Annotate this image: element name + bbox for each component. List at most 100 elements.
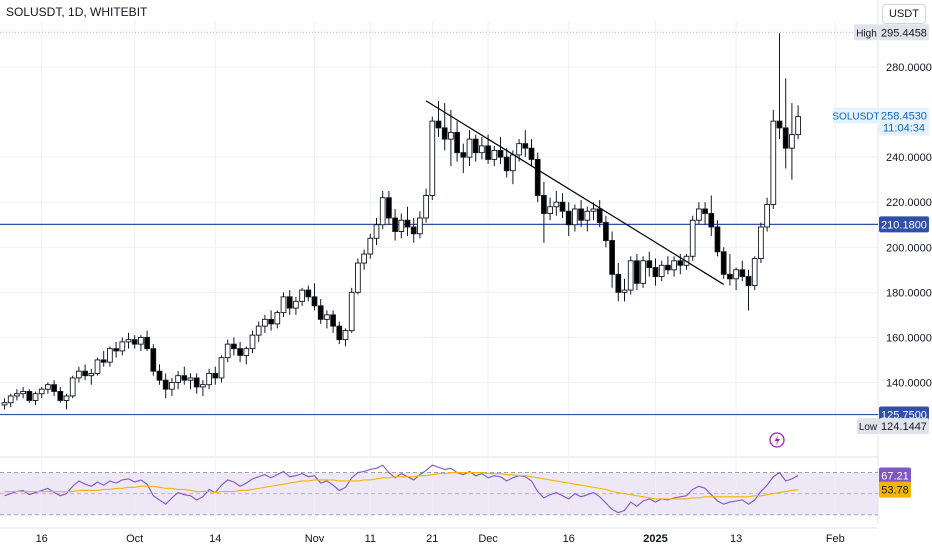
candle-body [466, 138, 473, 158]
candle-body [280, 296, 287, 314]
y-tick-label: 160.0000 [886, 332, 932, 344]
candle-body [764, 204, 770, 228]
y-axis: 140.0000 160.0000 180.0000 200.0000 220.0000… [886, 62, 932, 389]
candle-body [696, 208, 702, 221]
candle-body [782, 127, 789, 149]
candle-body [479, 145, 485, 154]
currency-button[interactable]: USDT [882, 4, 926, 24]
rsi-pane [0, 464, 878, 516]
x-tick-label: Feb [826, 533, 845, 545]
candle-body [20, 391, 26, 395]
candle-body [795, 116, 801, 136]
x-tick-label: 14 [209, 533, 221, 545]
candle-body [1, 402, 8, 406]
candle-body [63, 395, 70, 401]
candle-body [410, 226, 417, 235]
candle-body [621, 289, 628, 293]
low-tag-bg [857, 418, 879, 435]
candle-body [293, 300, 299, 309]
candle-body [441, 127, 448, 140]
candle-body [206, 372, 212, 386]
candle-body [181, 375, 188, 381]
candle-body [218, 357, 225, 379]
candle-body [330, 314, 336, 327]
candle-body [751, 258, 758, 287]
y-tick-label: 240.0000 [886, 152, 932, 164]
candle-body [658, 264, 665, 278]
candle-body [435, 120, 442, 129]
candle-body [69, 377, 76, 397]
candle-body [131, 339, 138, 345]
candle-body [522, 143, 529, 149]
candle-body [231, 343, 237, 350]
trendline [425, 100, 725, 285]
x-tick-label: 16 [563, 533, 575, 545]
low-tag: Low [859, 422, 878, 433]
candle-body [572, 208, 578, 226]
symbol-tag: SOLUSDT [832, 112, 879, 123]
candle-body [14, 393, 20, 397]
candle-body [88, 372, 95, 377]
lightning-icon-bolt [774, 435, 780, 446]
candle-body [7, 395, 14, 404]
candle-body [255, 325, 262, 336]
candle-body [286, 296, 293, 309]
hline-price-tag [879, 216, 929, 233]
candle-body [38, 388, 45, 395]
lightning-icon[interactable] [769, 432, 785, 448]
candle-body [398, 219, 405, 232]
candle-body [26, 391, 33, 401]
low-value-bg [879, 418, 929, 435]
candle-body [361, 253, 367, 264]
grid [0, 0, 879, 529]
candle-body [652, 267, 659, 278]
candle-body [640, 260, 646, 284]
candle-body [317, 305, 324, 320]
trendline-layer [425, 100, 725, 285]
candle-body [758, 226, 764, 259]
candle-body [113, 348, 119, 352]
candle-body [584, 210, 591, 221]
candle-body [107, 348, 113, 363]
x-tick-label: Dec [478, 533, 498, 545]
candle-body [547, 206, 553, 214]
symbol-tag-bg [833, 107, 879, 124]
candle-body [138, 336, 144, 345]
candle-body [32, 393, 39, 401]
y-tick-label: 200.0000 [886, 242, 932, 254]
last-price-bg [879, 107, 929, 136]
x-tick-label: Oct [126, 533, 143, 545]
x-tick-label: 11 [365, 533, 376, 545]
candle-body [460, 152, 467, 158]
candle-body [702, 208, 708, 214]
candle-body [727, 273, 733, 280]
candle-body [82, 370, 88, 377]
candle-body [249, 334, 256, 350]
candle-body [516, 143, 522, 156]
candle-body [423, 195, 429, 219]
candle-body [596, 208, 603, 223]
candle-body [175, 375, 181, 383]
candle-body [162, 379, 169, 390]
candle-body [268, 318, 274, 325]
rsi-ma-tag [879, 481, 911, 498]
candle-body [739, 269, 746, 278]
rsi-band [0, 472, 878, 515]
rsi-line [4, 464, 799, 514]
candle-body [665, 264, 671, 271]
candle-body [429, 120, 436, 196]
candle-body [627, 260, 634, 291]
countdown-label: 11:04:34 [883, 123, 925, 135]
candle-body [45, 384, 51, 390]
candle-body [311, 296, 318, 307]
candle-body [187, 377, 194, 381]
low-value-label: 124.1447 [881, 421, 927, 433]
candle-body [373, 224, 380, 239]
candle-body [578, 208, 584, 221]
last-price-label: 258.4530 [881, 111, 927, 123]
x-tick-label: 21 [426, 533, 438, 545]
candle-body [212, 372, 219, 379]
candle-body [150, 348, 157, 372]
candle-body [448, 131, 454, 140]
